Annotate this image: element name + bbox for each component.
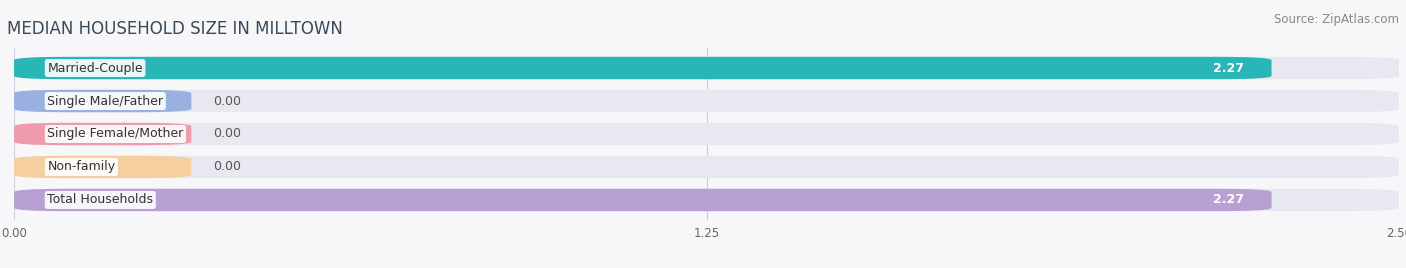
FancyBboxPatch shape <box>14 90 1399 112</box>
FancyBboxPatch shape <box>14 156 191 178</box>
FancyBboxPatch shape <box>14 123 1399 145</box>
FancyBboxPatch shape <box>14 90 191 112</box>
Text: 2.27: 2.27 <box>1213 62 1244 75</box>
Text: Source: ZipAtlas.com: Source: ZipAtlas.com <box>1274 13 1399 27</box>
Text: MEDIAN HOUSEHOLD SIZE IN MILLTOWN: MEDIAN HOUSEHOLD SIZE IN MILLTOWN <box>7 20 343 38</box>
Text: Married-Couple: Married-Couple <box>48 62 143 75</box>
Text: Single Female/Mother: Single Female/Mother <box>48 128 184 140</box>
Text: Total Households: Total Households <box>48 193 153 206</box>
FancyBboxPatch shape <box>14 57 1399 79</box>
Text: Single Male/Father: Single Male/Father <box>48 95 163 107</box>
FancyBboxPatch shape <box>14 123 191 145</box>
Text: Non-family: Non-family <box>48 161 115 173</box>
FancyBboxPatch shape <box>14 156 1399 178</box>
Text: 0.00: 0.00 <box>214 161 242 173</box>
FancyBboxPatch shape <box>14 57 1271 79</box>
Text: 0.00: 0.00 <box>214 95 242 107</box>
Text: 0.00: 0.00 <box>214 128 242 140</box>
FancyBboxPatch shape <box>14 189 1271 211</box>
Text: 2.27: 2.27 <box>1213 193 1244 206</box>
FancyBboxPatch shape <box>14 189 1399 211</box>
